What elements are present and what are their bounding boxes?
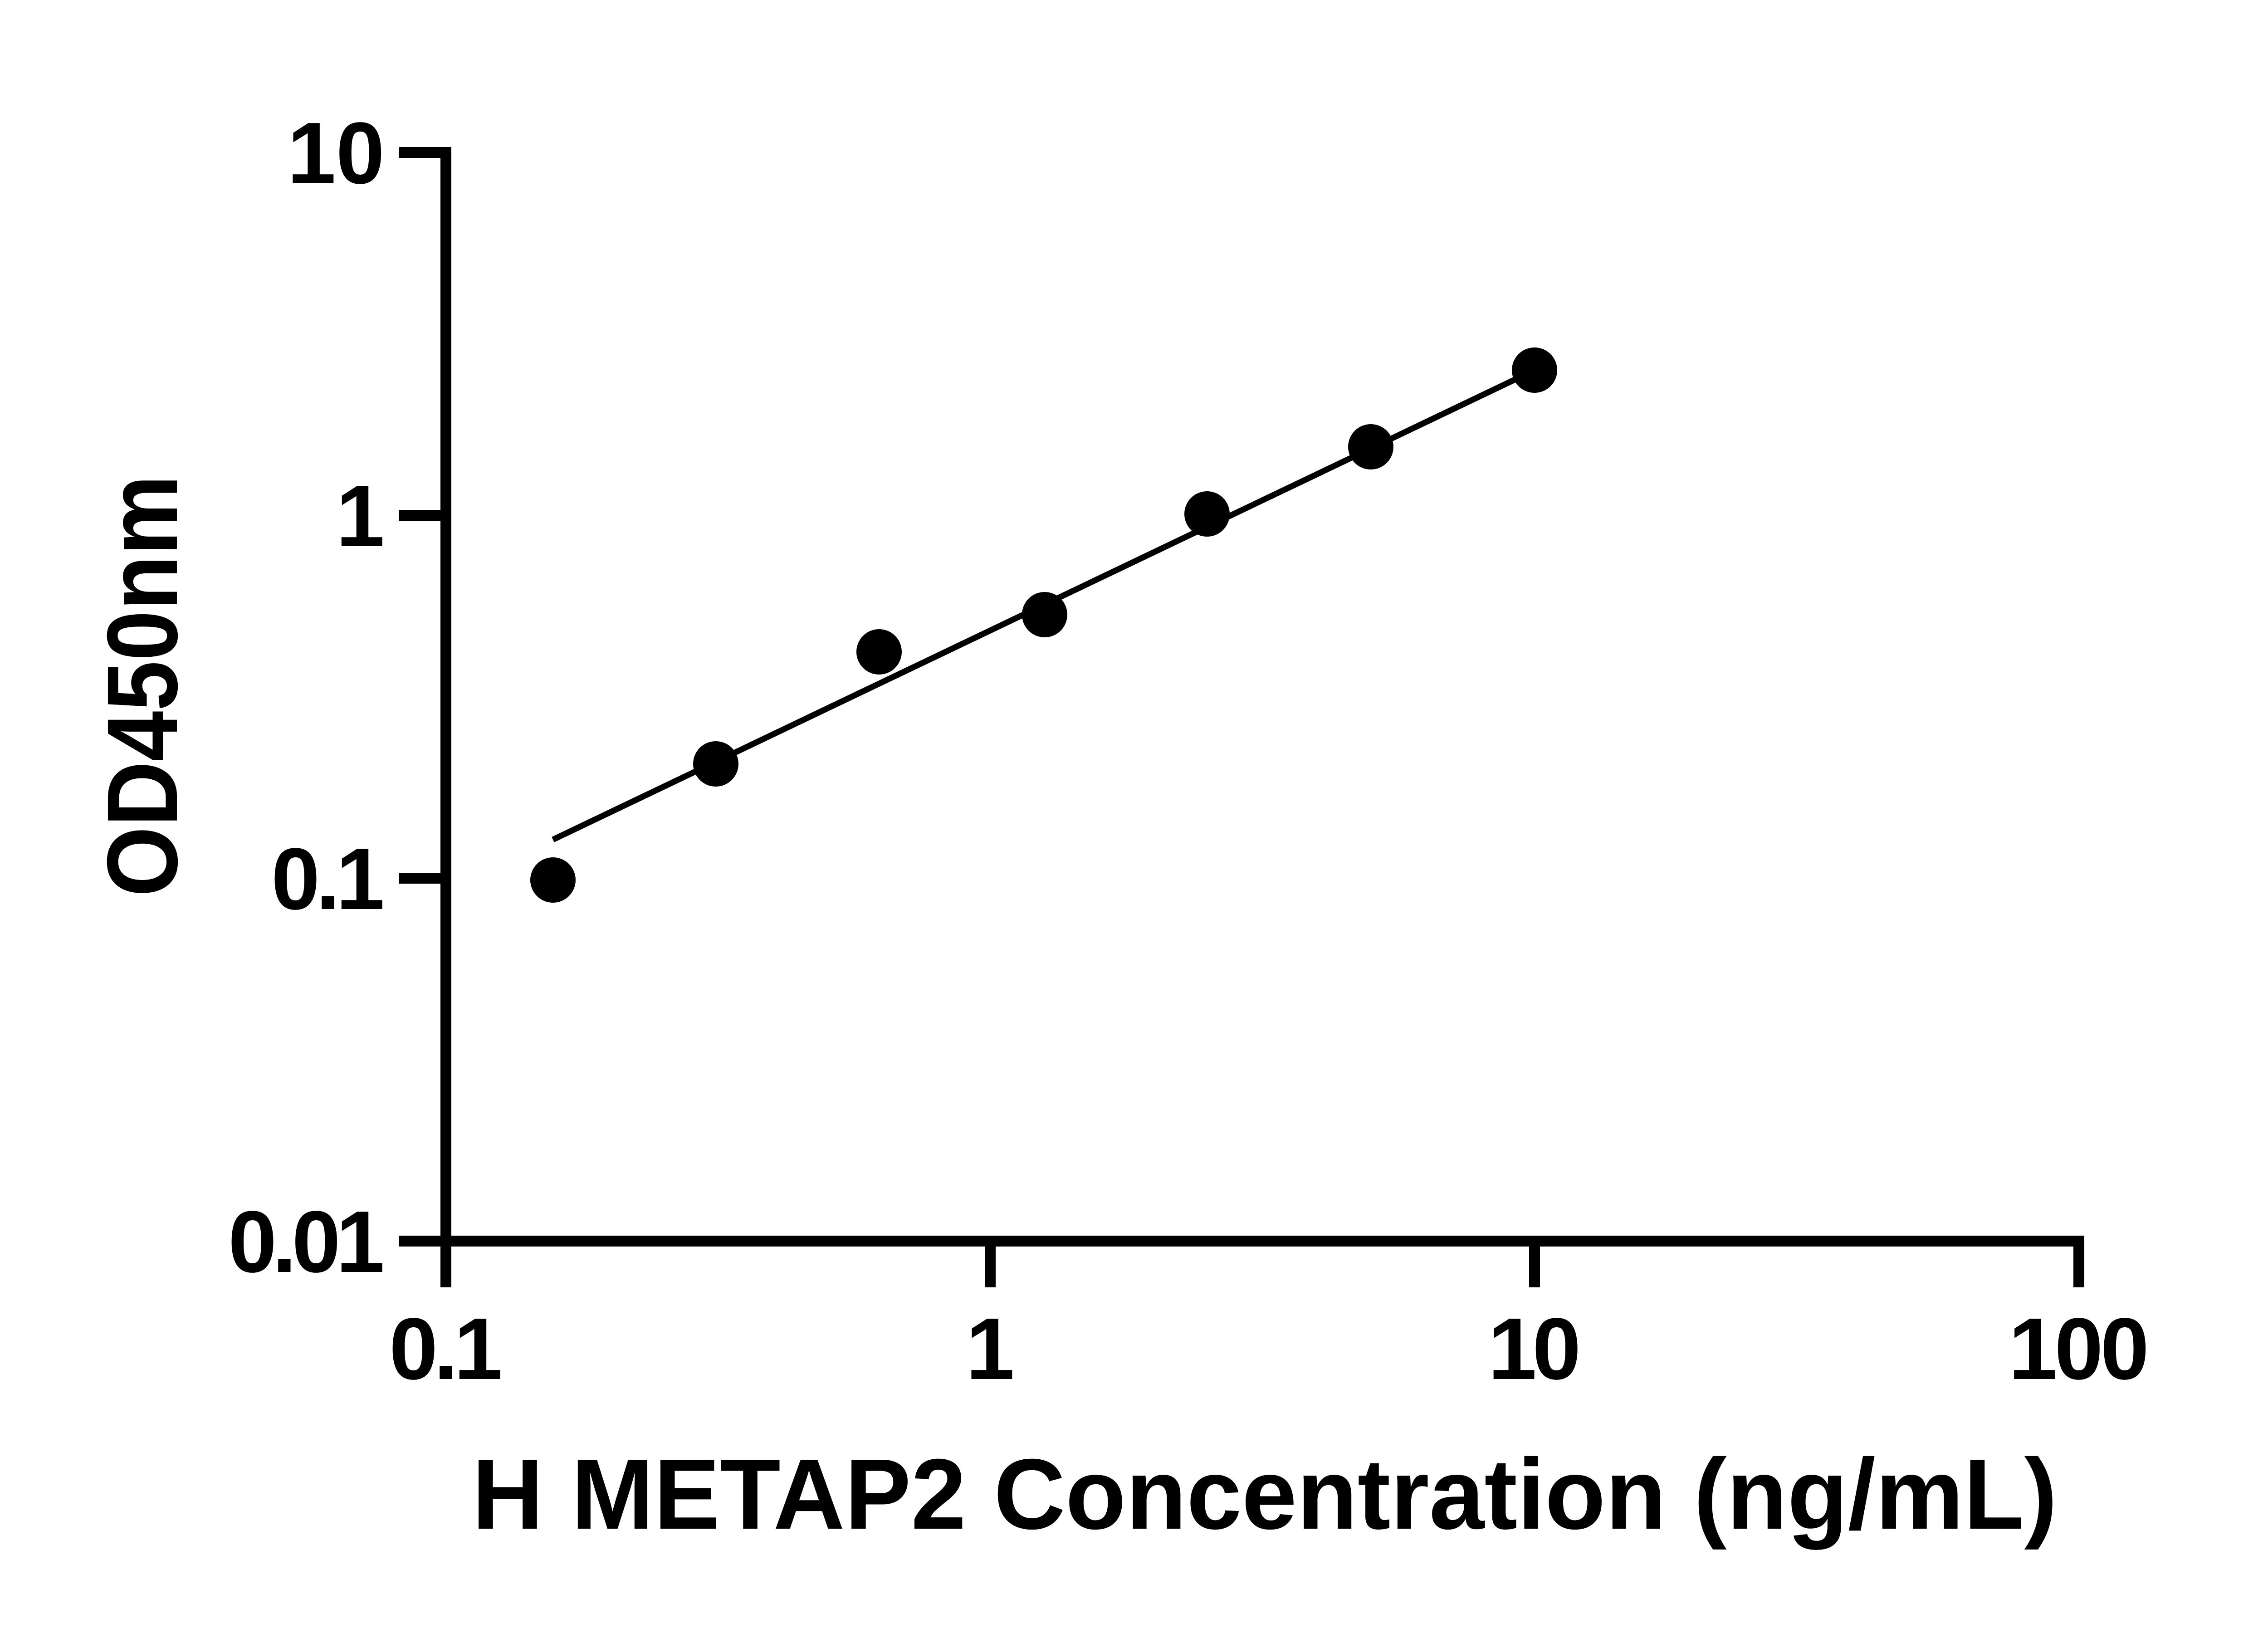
svg-text:1: 1 — [966, 1300, 1014, 1398]
svg-text:10: 10 — [1488, 1300, 1581, 1398]
svg-text:H METAP2 Concentration (ng/mL): H METAP2 Concentration (ng/mL) — [472, 1438, 2058, 1550]
svg-text:10: 10 — [287, 104, 385, 202]
svg-text:0.1: 0.1 — [271, 830, 385, 928]
svg-text:0.01: 0.01 — [228, 1193, 385, 1291]
svg-text:0.1: 0.1 — [389, 1300, 503, 1398]
svg-text:1: 1 — [336, 467, 385, 565]
svg-text:100: 100 — [2009, 1300, 2149, 1398]
svg-text:OD450nm: OD450nm — [86, 475, 198, 897]
